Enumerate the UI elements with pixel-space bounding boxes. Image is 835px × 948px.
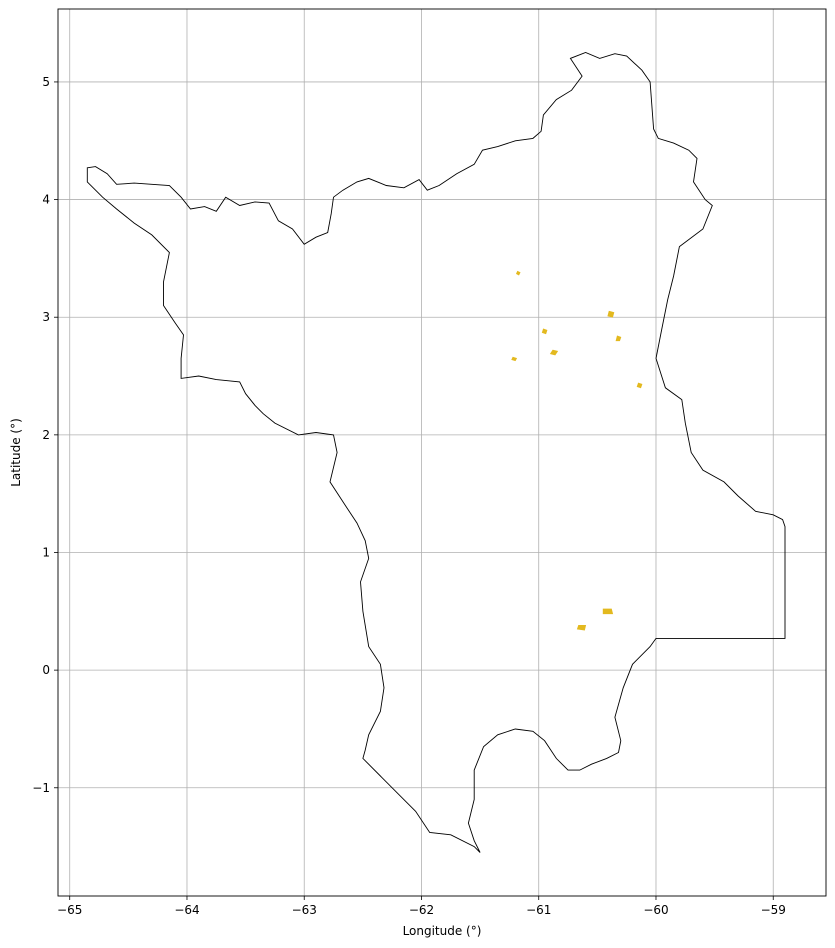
x-tick-label: −64 — [174, 903, 199, 917]
x-tick-label: −61 — [526, 903, 551, 917]
y-tick-label: 3 — [42, 310, 50, 324]
y-tick-label: −1 — [32, 781, 50, 795]
highlight-patch — [576, 625, 587, 631]
highlight-patch — [602, 608, 614, 615]
highlight-patch — [511, 356, 518, 362]
y-tick-label: 4 — [42, 193, 50, 207]
x-axis-ticks: −65 −64 −63 −62 −61 −60 −59 — [57, 896, 786, 917]
y-axis-label: Latitude (°) — [9, 418, 23, 487]
grid-lines — [58, 9, 826, 896]
x-tick-label: −59 — [761, 903, 786, 917]
highlighted-patches — [511, 270, 643, 631]
highlight-patch — [607, 310, 615, 318]
x-tick-label: −63 — [292, 903, 317, 917]
highlight-patch — [549, 349, 559, 356]
highlight-patch — [615, 335, 622, 342]
y-tick-label: 2 — [42, 428, 50, 442]
y-tick-label: 1 — [42, 545, 50, 559]
x-tick-label: −65 — [57, 903, 82, 917]
x-tick-label: −60 — [643, 903, 668, 917]
y-axis-ticks: −1 0 1 2 3 4 5 — [32, 75, 58, 795]
highlight-patch — [515, 270, 521, 276]
plot-frame — [57, 8, 827, 897]
x-tick-label: −62 — [409, 903, 434, 917]
y-tick-label: 0 — [42, 663, 50, 677]
x-axis-label: Longitude (°) — [403, 924, 482, 938]
highlight-patch — [541, 328, 548, 335]
highlight-patch — [636, 382, 643, 389]
y-tick-label: 5 — [42, 75, 50, 89]
region-outline — [86, 52, 786, 853]
